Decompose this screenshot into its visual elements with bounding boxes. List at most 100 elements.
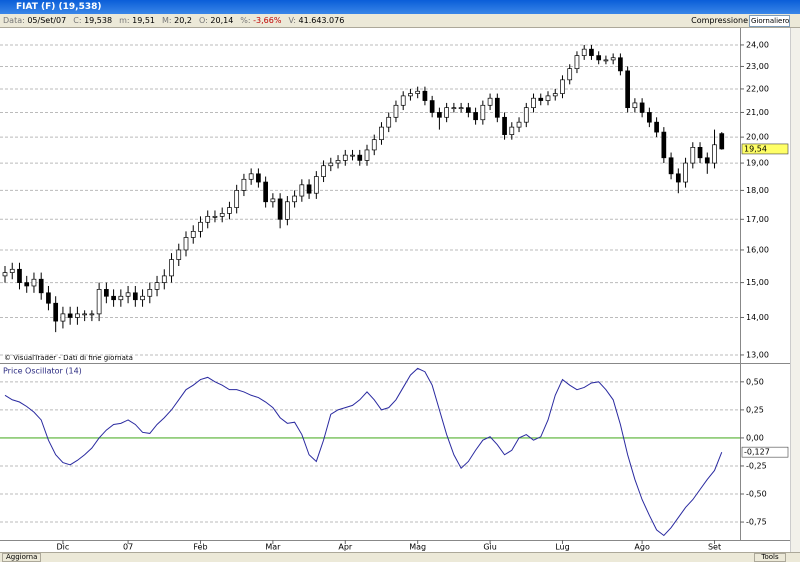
candle-body (198, 221, 203, 232)
candle-body (313, 176, 319, 194)
candle-body (668, 157, 674, 175)
field-label: C: (73, 16, 82, 25)
candle-body (24, 282, 30, 287)
scrollbar[interactable] (790, 28, 800, 552)
field-label: Data: (3, 16, 25, 25)
candle-body (466, 107, 471, 113)
x-tick-label: Apr (338, 543, 353, 552)
info-field: C: 19,538 (73, 14, 112, 27)
candle-body (190, 230, 196, 238)
y-tick-label: 0,50 (746, 377, 764, 386)
candle-body (176, 249, 182, 260)
y-tick-label: 23,00 (746, 62, 769, 71)
candle-body (574, 55, 580, 70)
candle-body (697, 146, 703, 159)
value-tag (741, 446, 789, 458)
candle-body (292, 195, 297, 203)
candle-body (111, 295, 116, 301)
candle-body (205, 215, 211, 223)
candle-body (364, 149, 370, 161)
info-field: m: 19,51 (119, 14, 155, 27)
candle-body (46, 292, 51, 304)
field-label: M: (162, 16, 172, 25)
candle-body (596, 55, 602, 61)
y-tick-label: 18,00 (746, 186, 769, 195)
candle-body (169, 259, 174, 277)
candle-body (502, 116, 507, 135)
candle-body (400, 95, 406, 106)
candle-body (248, 173, 254, 180)
field-label: %: (240, 16, 251, 25)
candle-body (299, 184, 305, 197)
candle-body (306, 184, 312, 194)
candle-body (212, 215, 218, 218)
value-label: -0,127 (744, 448, 770, 457)
y-tick-label: 16,00 (746, 245, 769, 254)
x-tick-label: Feb (193, 543, 207, 552)
candle-body (675, 173, 681, 183)
candle-body (277, 198, 283, 220)
candle-body (437, 112, 442, 118)
y-tick-label: 21,00 (746, 108, 769, 117)
candle-body (89, 313, 95, 316)
candle-body (610, 57, 616, 61)
x-tick-label: Ago (634, 543, 650, 552)
y-tick-label: -0,50 (746, 490, 767, 499)
field-label: m: (119, 16, 130, 25)
x-tick-label: 07 (123, 543, 133, 552)
candle-body (509, 126, 515, 135)
candle-body (719, 133, 725, 150)
candle-body (67, 313, 73, 318)
candle-body (219, 213, 225, 217)
candle-body (263, 181, 268, 203)
value-label: 19,54 (744, 144, 767, 153)
info-field: M: 20,2 (162, 14, 192, 27)
x-tick-label: Lug (555, 543, 569, 552)
field-value: 19,538 (84, 16, 113, 25)
candle-body (2, 272, 8, 277)
info-field: V: 41.643.076 (288, 14, 344, 27)
candle-body (53, 302, 59, 322)
y-tick-label: 20,00 (746, 133, 769, 142)
candle-body (690, 146, 696, 164)
candle-body (270, 198, 276, 203)
field-value: 41.643.076 (298, 16, 345, 25)
indicator-title: Price Oscillator (14) (3, 367, 82, 376)
candle-body (523, 107, 529, 123)
candle-body (38, 278, 44, 294)
candle-body (125, 292, 131, 297)
candle-body (473, 112, 478, 121)
candle-body (444, 107, 449, 118)
value-tag (741, 143, 789, 155)
y-tick-label: -0,75 (746, 518, 767, 527)
candle-body (118, 295, 124, 301)
candle-body (538, 97, 544, 101)
indicator-line (4, 367, 723, 537)
info-field: Data: 05/Set/07 (3, 14, 66, 27)
compression-label: Compressione (691, 16, 748, 25)
candle-body (451, 107, 457, 110)
candle-body (429, 100, 435, 113)
candle-body (704, 157, 710, 164)
candle-body (31, 278, 37, 287)
candle-body (393, 104, 399, 118)
candle-body (683, 162, 688, 183)
candle-body (104, 289, 109, 297)
candle-body (161, 275, 167, 283)
source-note: © VisualTrader - Dati di fine giornata (4, 354, 133, 362)
candle-body (712, 144, 717, 164)
compression-select[interactable]: Giornaliero (749, 15, 790, 27)
candle-body (285, 201, 290, 220)
y-tick-label: 0,25 (746, 405, 764, 414)
x-tick-label: Set (708, 543, 721, 552)
y-tick-label: 14,00 (746, 313, 769, 322)
candle-body (379, 126, 384, 141)
candle-body (545, 95, 551, 101)
field-value: 19,51 (132, 16, 156, 25)
y-tick-label: 24,00 (746, 40, 769, 49)
field-value: -3,66% (253, 16, 282, 25)
candle-body (625, 70, 630, 109)
y-tick-label: 17,00 (746, 215, 769, 224)
